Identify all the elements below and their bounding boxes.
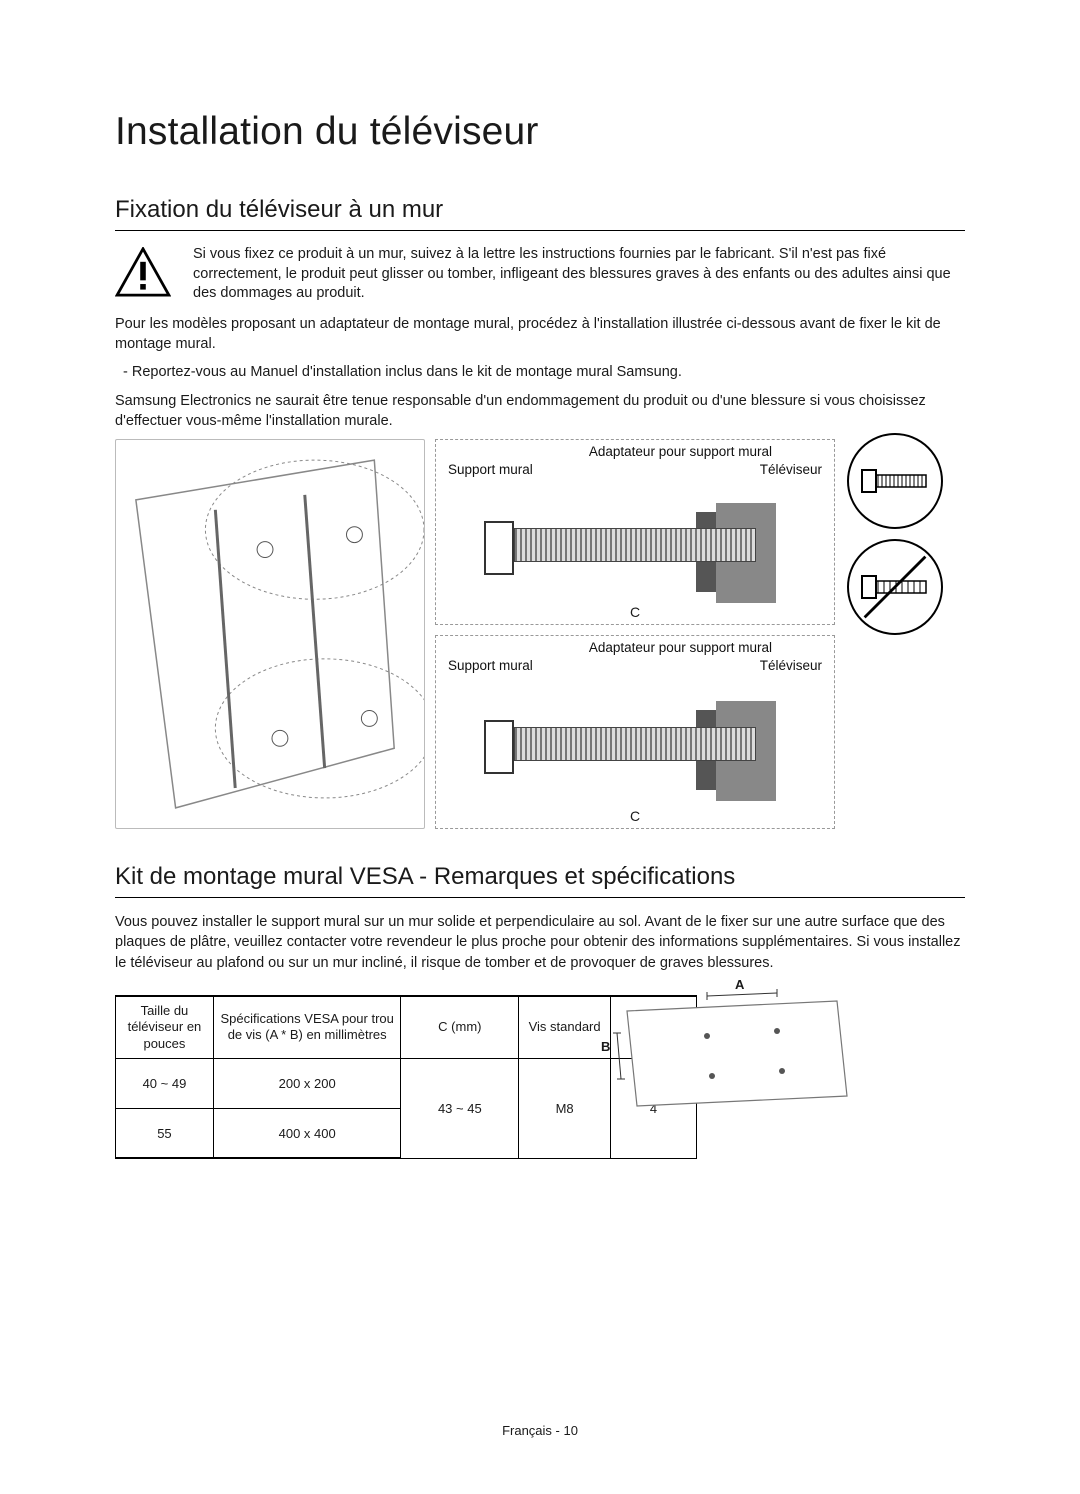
page-title: Installation du téléviseur [115, 110, 965, 154]
page-footer: Français - 10 [0, 1423, 1080, 1438]
label-c: C [630, 808, 640, 824]
paragraph-liability: Samsung Electronics ne saurait être tenu… [115, 391, 965, 432]
cell-vesa-0: 200 x 200 [213, 1058, 401, 1108]
label-support: Support mural [446, 658, 535, 674]
label-adapter: Adaptateur pour support mural [587, 640, 774, 655]
diagram-bolt-section-bottom: Adaptateur pour support mural Téléviseur… [435, 635, 835, 829]
diagram-bolt-ok-icon [847, 433, 943, 529]
warning-icon [115, 247, 171, 302]
label-c: C [630, 604, 640, 620]
dim-b: B [601, 1039, 610, 1054]
dim-a: A [735, 977, 744, 992]
cell-size-1: 55 [116, 1108, 214, 1158]
section-heading-wall-mount: Fixation du téléviseur à un mur [115, 196, 965, 231]
label-tv: Téléviseur [758, 462, 824, 477]
diagram-bolt-forbidden-icon [847, 539, 943, 635]
diagram-bolt-section-top: Adaptateur pour support mural Téléviseur… [435, 439, 835, 625]
label-adapter: Adaptateur pour support mural [587, 444, 774, 459]
cell-vesa-1: 400 x 400 [213, 1108, 401, 1158]
warning-text: Si vous fixez ce produit à un mur, suive… [193, 245, 965, 304]
warning-block: Si vous fixez ce produit à un mur, suive… [115, 245, 965, 304]
th-c: C (mm) [401, 996, 519, 1058]
paragraph-vesa-note: Vous pouvez installer le support mural s… [115, 912, 965, 973]
cell-size-0: 40 ~ 49 [116, 1058, 214, 1108]
th-size: Taille du téléviseur en pouces [116, 996, 214, 1058]
th-vesa: Spécifications VESA pour trou de vis (A … [213, 996, 401, 1058]
label-tv: Téléviseur [758, 658, 824, 673]
cell-c: 43 ~ 45 [401, 1058, 519, 1158]
vesa-dimension-diagram: A B [587, 981, 857, 1111]
mounting-diagram: Adaptateur pour support mural Téléviseur… [115, 439, 965, 839]
paragraph-adapter-note: Pour les modèles proposant un adaptateur… [115, 314, 965, 355]
section-heading-vesa: Kit de montage mural VESA - Remarques et… [115, 863, 965, 898]
bullet-manual-reference: Reportez-vous au Manuel d'installation i… [115, 362, 965, 382]
diagram-tv-bracket [115, 439, 425, 829]
label-support: Support mural [446, 462, 535, 478]
